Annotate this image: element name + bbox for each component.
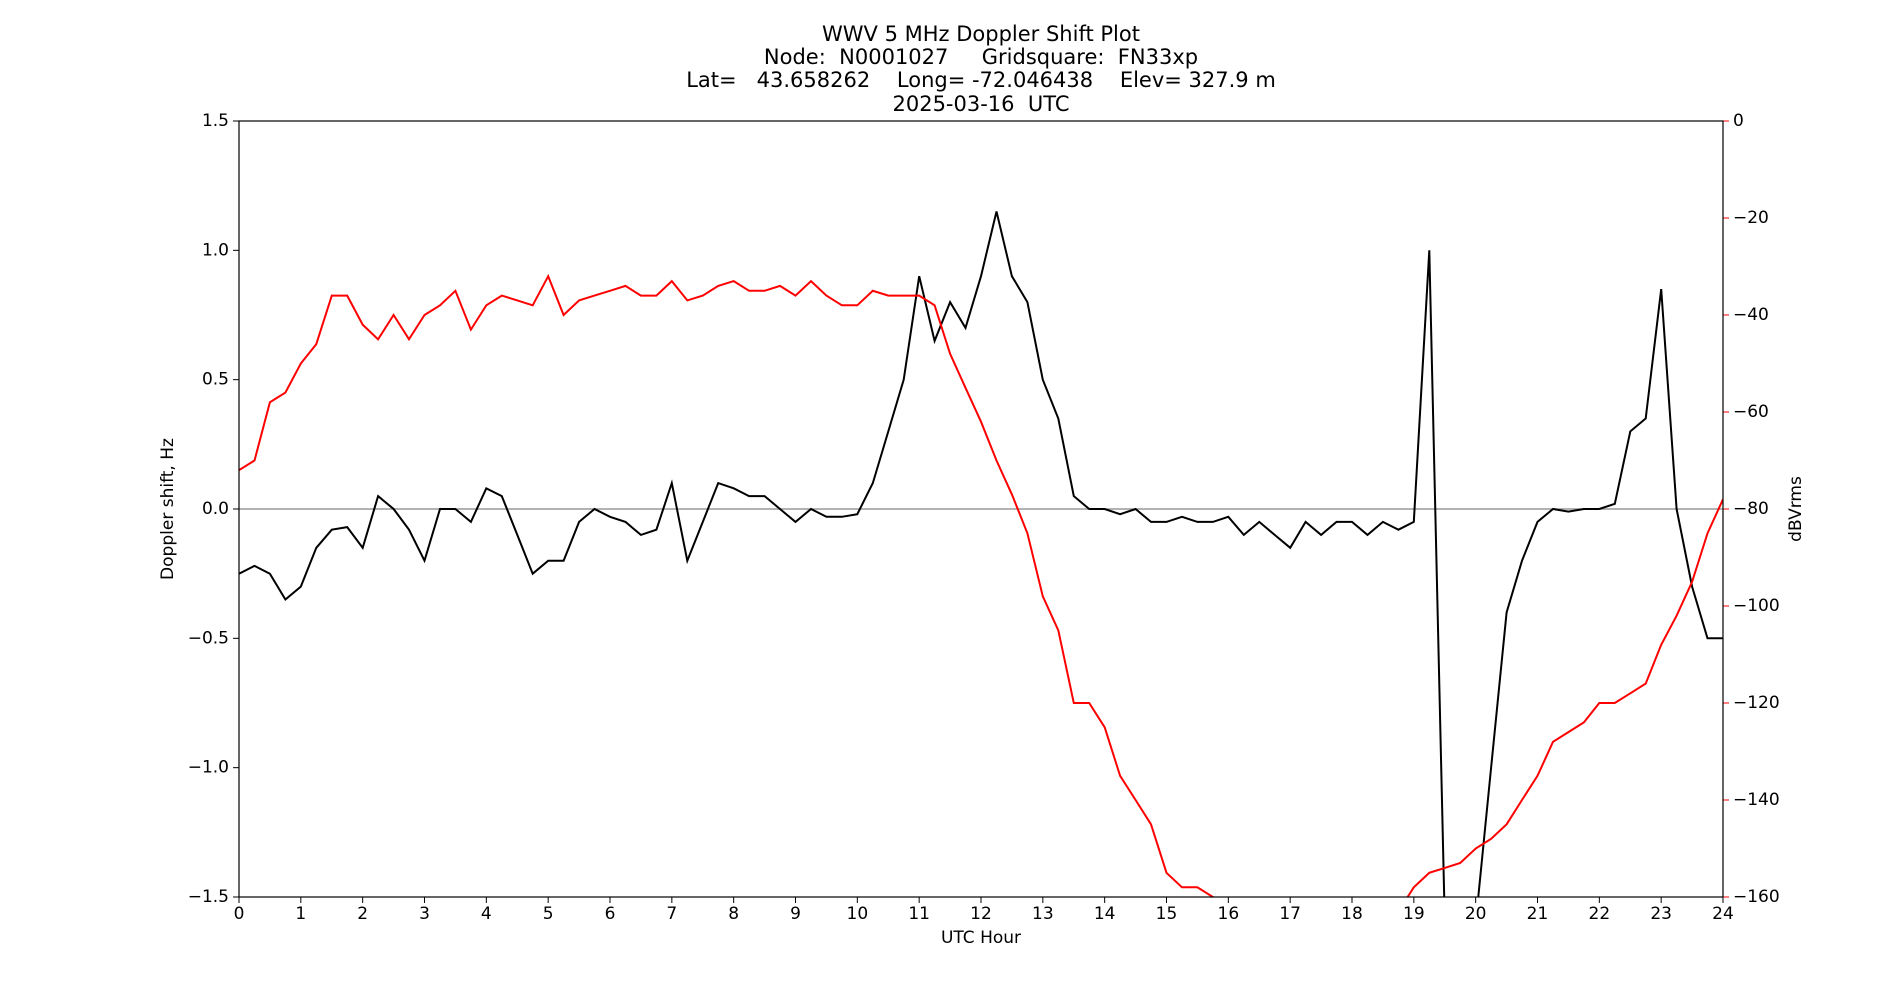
y-tick-label: 0.5 [202, 370, 229, 390]
x-tick-label: 5 [543, 904, 554, 924]
x-tick-label: 9 [790, 904, 801, 924]
x-tick-label: 13 [1032, 904, 1054, 924]
x-tick-label: 3 [419, 904, 430, 924]
data-line [239, 273, 1723, 897]
y-tick-label: −1.5 [188, 887, 229, 907]
data-line [239, 211, 1723, 897]
x-tick-label: 18 [1341, 904, 1363, 924]
y2-tick-label: −60 [1733, 402, 1769, 422]
y2-axis-label: dBVrms [1786, 476, 1806, 542]
x-tick-label: 23 [1650, 904, 1672, 924]
chart-title: WWV 5 MHz Doppler Shift Plot [822, 22, 1140, 46]
plot-frame [238, 120, 1724, 898]
x-tick-label: 14 [1094, 904, 1116, 924]
y-tick-label: 1.0 [202, 240, 229, 260]
y-tick-label: −1.0 [188, 758, 229, 778]
x-tick-label: 4 [481, 904, 492, 924]
x-tick-label: 22 [1589, 904, 1611, 924]
y-tick-label: −0.5 [188, 628, 229, 648]
y-tick-label: 0.0 [202, 499, 229, 519]
y2-tick-label: −80 [1733, 499, 1769, 519]
x-tick-label: 8 [728, 904, 739, 924]
x-tick-label: 10 [847, 904, 869, 924]
y2-tick-label: −40 [1733, 305, 1769, 325]
y-tick-label: 1.5 [202, 111, 229, 131]
y2-tick-label: −100 [1733, 596, 1780, 616]
chart-subtitle: 2025-03-16 UTC [892, 92, 1069, 116]
x-tick-label: 11 [908, 904, 930, 924]
x-tick-label: 1 [295, 904, 306, 924]
chart-subtitle: Node: N0001027 Gridsquare: FN33xp [764, 45, 1198, 69]
x-tick-label: 6 [605, 904, 616, 924]
y2-tick-label: −160 [1733, 887, 1780, 907]
x-tick-label: 15 [1156, 904, 1178, 924]
chart-subtitle: Lat= 43.658262 Long= -72.046438 Elev= 32… [686, 68, 1276, 92]
x-tick-label: 21 [1527, 904, 1549, 924]
y2-tick-label: −140 [1733, 790, 1780, 810]
x-tick-label: 12 [970, 904, 992, 924]
x-tick-label: 19 [1403, 904, 1425, 924]
x-tick-label: 17 [1279, 904, 1301, 924]
y2-tick-label: −120 [1733, 693, 1780, 713]
y-axis-label: Doppler shift, Hz [158, 438, 178, 580]
x-tick-label: 7 [666, 904, 677, 924]
y2-tick-label: −20 [1733, 208, 1769, 228]
x-tick-label: 2 [357, 904, 368, 924]
x-axis-label: UTC Hour [941, 928, 1021, 948]
x-tick-label: 0 [234, 904, 245, 924]
x-tick-label: 16 [1218, 904, 1240, 924]
x-tick-label: 20 [1465, 904, 1487, 924]
x-tick-label: 24 [1712, 904, 1734, 924]
y2-tick-label: 0 [1733, 111, 1744, 131]
